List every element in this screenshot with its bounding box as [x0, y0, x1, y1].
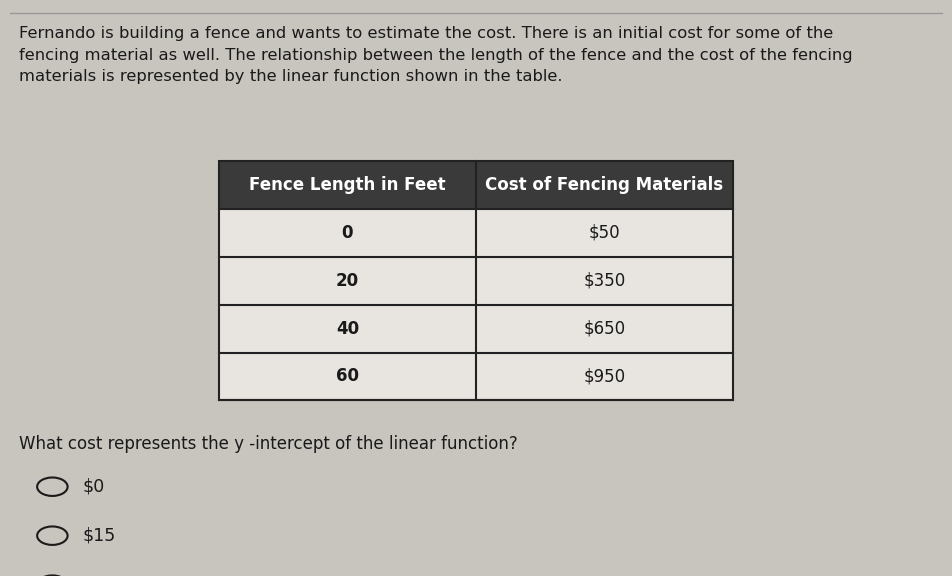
Text: $350: $350 [584, 272, 625, 290]
Text: $15: $15 [83, 526, 116, 545]
Text: What cost represents the y -intercept of the linear function?: What cost represents the y -intercept of… [19, 435, 518, 453]
Text: Fernando is building a fence and wants to estimate the cost. There is an initial: Fernando is building a fence and wants t… [19, 26, 853, 84]
Text: $0: $0 [83, 478, 105, 496]
Text: 60: 60 [336, 367, 359, 385]
Text: 20: 20 [336, 272, 359, 290]
FancyBboxPatch shape [219, 257, 733, 305]
FancyBboxPatch shape [219, 305, 733, 353]
Text: $50: $50 [588, 224, 621, 242]
Text: Cost of Fencing Materials: Cost of Fencing Materials [486, 176, 724, 194]
FancyBboxPatch shape [219, 209, 733, 257]
Text: 40: 40 [336, 320, 359, 338]
Text: Fence Length in Feet: Fence Length in Feet [249, 176, 446, 194]
Text: 0: 0 [342, 224, 353, 242]
FancyBboxPatch shape [219, 161, 733, 209]
FancyBboxPatch shape [219, 353, 733, 400]
Text: $650: $650 [584, 320, 625, 338]
Text: $950: $950 [584, 367, 625, 385]
